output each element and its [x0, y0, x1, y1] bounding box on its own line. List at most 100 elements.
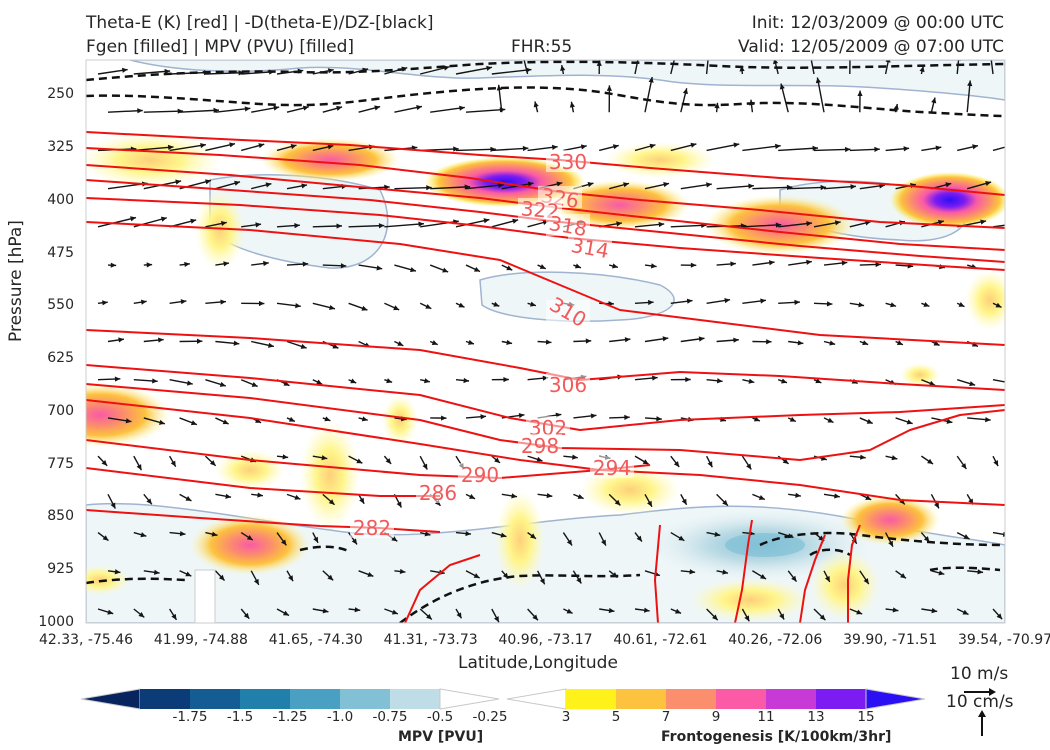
wind-vector-head — [118, 337, 124, 343]
wind-vector-head — [875, 261, 881, 268]
wind-vector-head — [238, 70, 245, 76]
wind-vector-head — [362, 67, 369, 73]
wind-vector-head — [577, 494, 584, 499]
wind-vector-head — [815, 378, 822, 384]
wind-vector-head — [812, 145, 818, 151]
y-tick-label: 775 — [47, 455, 74, 472]
wind-vector-head — [760, 573, 767, 579]
wind-vector-head — [689, 569, 696, 575]
wind-vector-head — [496, 84, 502, 91]
colorbar-extend-left — [80, 688, 141, 710]
wind-vector-head — [574, 263, 581, 269]
wind-vector — [742, 224, 782, 228]
wind-vector — [992, 224, 1005, 228]
wind-vector-head — [336, 105, 343, 111]
x-tick-label: 39.54, -70.97 — [957, 632, 1050, 648]
wind-vector-head — [196, 338, 203, 344]
wind-vector-head — [498, 182, 504, 188]
wind-vector-head — [273, 105, 280, 111]
fgen-colorbar-tick: 5 — [611, 709, 621, 725]
theta-e-label: 298 — [521, 434, 559, 458]
dthetae-dz-contour — [399, 573, 641, 623]
wind-vector-head — [533, 101, 539, 108]
wind-vector-head — [356, 458, 363, 464]
theta-e-label-bg — [458, 463, 502, 485]
colorbar-segment — [766, 689, 817, 709]
dthetae-dz-contour — [299, 545, 351, 554]
wind-vector-head — [649, 143, 656, 149]
wind-vector-head — [328, 499, 335, 505]
wind-vector-head — [587, 182, 594, 188]
wind-vector-head — [797, 340, 804, 346]
wind-vector-head — [425, 303, 432, 309]
wind-vector-head — [253, 578, 259, 585]
wind-vector-head — [775, 143, 781, 149]
colorbar-segment — [566, 689, 617, 709]
wind-vector-head — [545, 339, 552, 345]
wind-vector-head — [601, 539, 606, 546]
wind-vector-head — [186, 380, 193, 386]
y-tick-label: 550 — [47, 297, 74, 314]
wind-vector-head — [441, 415, 447, 421]
theta-e-contour — [86, 221, 1005, 346]
wind-vector-head — [110, 262, 117, 268]
wind-vector-head — [302, 261, 309, 267]
wind-vector-head — [995, 302, 1002, 308]
wind-vector-head — [469, 494, 476, 499]
wind-vector-head — [806, 42, 811, 48]
wind-vector-head — [101, 460, 108, 466]
mpv-light-region — [129, 60, 1005, 101]
wind-vector-head — [938, 570, 945, 576]
colorbar-extend-right — [865, 688, 926, 710]
theta-e-label-bg — [350, 516, 394, 538]
wind-vector-head — [714, 102, 720, 109]
wind-vector-head — [386, 378, 393, 384]
wind-vector-head — [716, 378, 723, 384]
wind-vector — [465, 108, 506, 113]
wind-vector-head — [397, 341, 404, 346]
wind-vector-head — [376, 265, 383, 271]
fgen-region — [605, 142, 715, 178]
wind-vector-head — [282, 610, 289, 616]
wind-vector-head — [829, 340, 836, 346]
theta-e-label-bg — [546, 300, 590, 322]
wind-vector-head — [686, 298, 693, 304]
wind-vector-head — [121, 67, 128, 73]
wind-vector-head — [623, 182, 629, 188]
wind-vector-head — [246, 534, 253, 541]
y-tick-label: 700 — [47, 402, 74, 419]
wind-vector-head — [494, 457, 500, 463]
fgen-region — [190, 515, 310, 575]
wind-vector-head — [681, 498, 687, 505]
wind-vector — [465, 184, 504, 190]
theta-e-contour — [847, 524, 861, 623]
theta-e-label-bg — [518, 434, 562, 456]
colorbar-segment — [390, 689, 441, 709]
wind-vector-head — [794, 299, 800, 305]
colorbar-segment — [666, 689, 717, 709]
wind-vector-head — [650, 263, 657, 269]
wind-vector-head — [972, 144, 978, 150]
wind-vector-head — [522, 145, 529, 152]
wind-vector-head — [748, 183, 754, 189]
wind-vector-head — [393, 305, 400, 311]
wind-vector-head — [996, 613, 1003, 620]
theta-e-contour — [734, 519, 753, 623]
wind-vector-head — [903, 146, 910, 152]
wind-vector-head — [140, 532, 147, 538]
wind-vector-head — [556, 181, 563, 187]
wind-vector-head — [316, 379, 323, 385]
dthetae-dz-contour — [86, 60, 1005, 82]
theta-e-label: 294 — [593, 456, 631, 480]
wind-vector-head — [473, 573, 480, 578]
y-tick-label: 1000 — [38, 614, 74, 630]
wind-vector-head — [744, 615, 750, 622]
wind-vector-head — [580, 144, 587, 150]
wind-vector — [992, 379, 1005, 383]
wind-vector-head — [787, 533, 794, 539]
wind-vector-head — [858, 302, 865, 308]
wind-vector-head — [258, 143, 265, 149]
wind-vector-head — [297, 68, 304, 74]
wind-vector — [716, 184, 754, 190]
